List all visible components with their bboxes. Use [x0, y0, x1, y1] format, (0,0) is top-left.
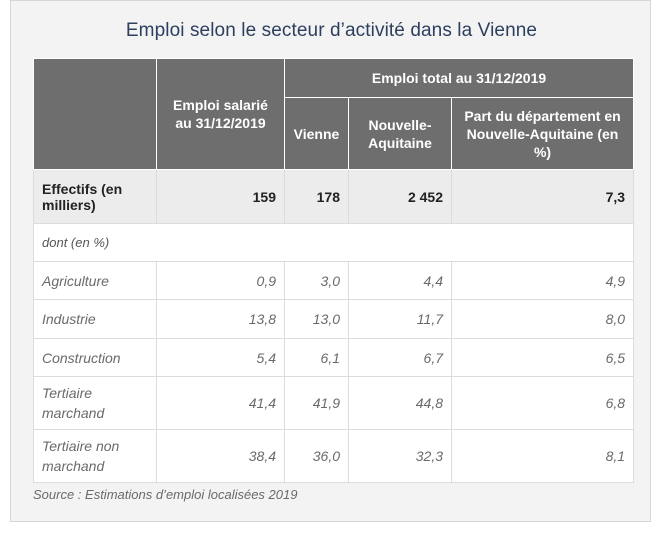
effectifs-part: 7,3: [450, 169, 635, 224]
header-vienne: Vienne: [284, 97, 349, 170]
effectifs-vienne: 178: [284, 169, 349, 224]
dont-label: dont (en %): [32, 223, 635, 262]
source-note: Source : Estimations d’emploi localisées…: [33, 487, 298, 502]
header-nouvelle-aquitaine: Nouvelle-Aquitaine: [348, 97, 452, 170]
effectifs-salarie: 159: [156, 169, 285, 224]
cell-salarie: 5,4: [156, 338, 285, 377]
cell-salarie: 13,8: [156, 299, 285, 339]
effectifs-label: Effectifs (en milliers): [33, 169, 157, 224]
cell-part: 8,1: [450, 429, 635, 483]
cell-vienne: 13,0: [284, 299, 349, 339]
cell-part: 8,0: [450, 299, 635, 339]
employment-table: Emploi salarié au 31/12/2019 Emploi tota…: [32, 58, 635, 483]
cell-nouvelle-aquitaine: 6,7: [348, 338, 452, 377]
cell-salarie: 41,4: [156, 376, 285, 430]
cell-part: 4,9: [450, 261, 635, 300]
cell-vienne: 41,9: [284, 376, 349, 430]
row-label: Construction: [33, 338, 157, 377]
table-row: Agriculture 0,9 3,0 4,4 4,9: [33, 261, 635, 300]
cell-vienne: 3,0: [284, 261, 349, 300]
cell-nouvelle-aquitaine: 11,7: [348, 299, 452, 339]
cell-vienne: 36,0: [284, 429, 349, 483]
cell-part: 6,5: [450, 338, 635, 377]
row-label: Industrie: [33, 299, 157, 339]
cell-salarie: 0,9: [156, 261, 285, 300]
cell-salarie: 38,4: [156, 429, 285, 483]
table-row: dont (en %): [32, 223, 635, 262]
table-row: Effectifs (en milliers) 159 178 2 452 7,…: [33, 169, 635, 224]
cell-nouvelle-aquitaine: 44,8: [348, 376, 452, 430]
cell-nouvelle-aquitaine: 4,4: [348, 261, 452, 300]
cell-vienne: 6,1: [284, 338, 349, 377]
cell-nouvelle-aquitaine: 32,3: [348, 429, 452, 483]
table-row: Construction 5,4 6,1 6,7 6,5: [33, 338, 635, 377]
row-label: Tertiaire marchand: [33, 376, 157, 430]
table-title: Emploi selon le secteur d’activité dans …: [125, 20, 538, 41]
table-row: Tertiaire non marchand 38,4 36,0 32,3 8,…: [33, 429, 635, 483]
header-empty-cell: [33, 58, 157, 170]
effectifs-nouvelle-aquitaine: 2 452: [348, 169, 452, 224]
header-part-departement: Part du département en Nouvelle-Aquitain…: [450, 97, 635, 170]
table-row: Tertiaire marchand 41,4 41,9 44,8 6,8: [33, 376, 635, 430]
header-emploi-salarie: Emploi salarié au 31/12/2019: [156, 58, 285, 170]
row-label: Tertiaire non marchand: [33, 429, 157, 483]
cell-part: 6,8: [450, 376, 635, 430]
header-emploi-total: Emploi total au 31/12/2019: [283, 58, 635, 98]
table-row: Industrie 13,8 13,0 11,7 8,0: [33, 299, 635, 339]
row-label: Agriculture: [33, 261, 157, 300]
